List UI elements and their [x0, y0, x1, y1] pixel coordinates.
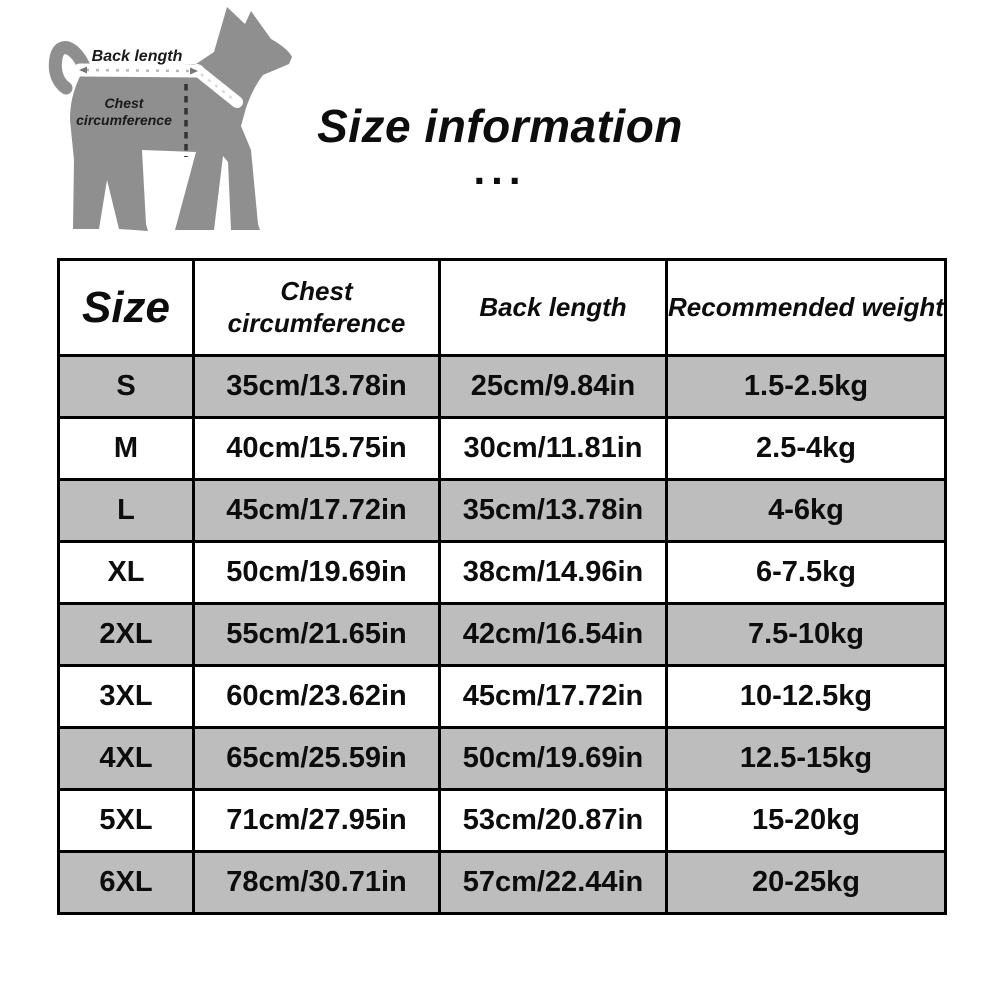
table-row-s: S 35cm/13.78in 25cm/9.84in 1.5-2.5kg — [57, 354, 947, 419]
cell-size: M — [57, 416, 195, 481]
cell-back: 25cm/9.84in — [438, 354, 668, 419]
cell-size: 6XL — [57, 850, 195, 915]
cell-weight: 6-7.5kg — [665, 540, 947, 605]
back-length-label: Back length — [91, 48, 183, 65]
cell-weight: 12.5-15kg — [665, 726, 947, 791]
cell-weight: 15-20kg — [665, 788, 947, 853]
page-title: Size information — [317, 100, 683, 152]
collar-dashed-line — [200, 73, 234, 100]
cell-size: XL — [57, 540, 195, 605]
table-row-m: M 40cm/15.75in 30cm/11.81in 2.5-4kg — [57, 416, 947, 481]
dog-tail — [48, 41, 95, 95]
table-header-row: Size Chest circumference Back length Rec… — [57, 258, 947, 357]
cell-size: 5XL — [57, 788, 195, 853]
cell-back: 38cm/14.96in — [438, 540, 668, 605]
cell-weight: 7.5-10kg — [665, 602, 947, 667]
cell-back: 53cm/20.87in — [438, 788, 668, 853]
column-header-size: Size — [57, 258, 195, 357]
cell-back: 57cm/22.44in — [438, 850, 668, 915]
cell-back: 42cm/16.54in — [438, 602, 668, 667]
table-row-l: L 45cm/17.72in 35cm/13.78in 4-6kg — [57, 478, 947, 543]
cell-size: L — [57, 478, 195, 543]
dog-silhouette — [70, 7, 292, 231]
cell-chest: 40cm/15.75in — [192, 416, 441, 481]
chest-circumference-label: Chest circumference — [76, 95, 172, 128]
cell-chest: 35cm/13.78in — [192, 354, 441, 419]
table-row-2xl: 2XL 55cm/21.65in 42cm/16.54in 7.5-10kg — [57, 602, 947, 667]
cell-weight: 4-6kg — [665, 478, 947, 543]
cell-size: S — [57, 354, 195, 419]
back-length-dashed-line — [85, 68, 192, 73]
cell-back: 30cm/11.81in — [438, 416, 668, 481]
column-header-chest-circumference: Chest circumference — [192, 258, 441, 357]
cell-chest: 78cm/30.71in — [192, 850, 441, 915]
table-row-6xl: 6XL 78cm/30.71in 57cm/22.44in 20-25kg — [57, 850, 947, 915]
cell-chest: 71cm/27.95in — [192, 788, 441, 853]
cell-size: 4XL — [57, 726, 195, 791]
cell-back: 35cm/13.78in — [438, 478, 668, 543]
dog-size-diagram — [48, 7, 292, 231]
cell-weight: 20-25kg — [665, 850, 947, 915]
cell-chest: 50cm/19.69in — [192, 540, 441, 605]
cell-chest: 65cm/25.59in — [192, 726, 441, 791]
cell-size: 2XL — [57, 602, 195, 667]
cell-size: 3XL — [57, 664, 195, 729]
back-length-arrow-left — [79, 66, 87, 74]
column-header-back-length: Back length — [438, 258, 668, 357]
table-row-5xl: 5XL 71cm/27.95in 53cm/20.87in 15-20kg — [57, 788, 947, 853]
cell-chest: 55cm/21.65in — [192, 602, 441, 667]
table-row-xl: XL 50cm/19.69in 38cm/14.96in 6-7.5kg — [57, 540, 947, 605]
cell-weight: 10-12.5kg — [665, 664, 947, 729]
cell-back: 50cm/19.69in — [438, 726, 668, 791]
cell-chest: 45cm/17.72in — [192, 478, 441, 543]
cell-back: 45cm/17.72in — [438, 664, 668, 729]
size-table: Size Chest circumference Back length Rec… — [57, 258, 947, 915]
table-row-4xl: 4XL 65cm/25.59in 50cm/19.69in 12.5-15kg — [57, 726, 947, 791]
ellipsis-decoration: ... — [473, 146, 527, 193]
column-header-recommended-weight: Recommended weight — [665, 258, 947, 357]
back-length-arrow-right — [190, 67, 198, 75]
cell-chest: 60cm/23.62in — [192, 664, 441, 729]
table-row-3xl: 3XL 60cm/23.62in 45cm/17.72in 10-12.5kg — [57, 664, 947, 729]
cell-weight: 2.5-4kg — [665, 416, 947, 481]
cell-weight: 1.5-2.5kg — [665, 354, 947, 419]
